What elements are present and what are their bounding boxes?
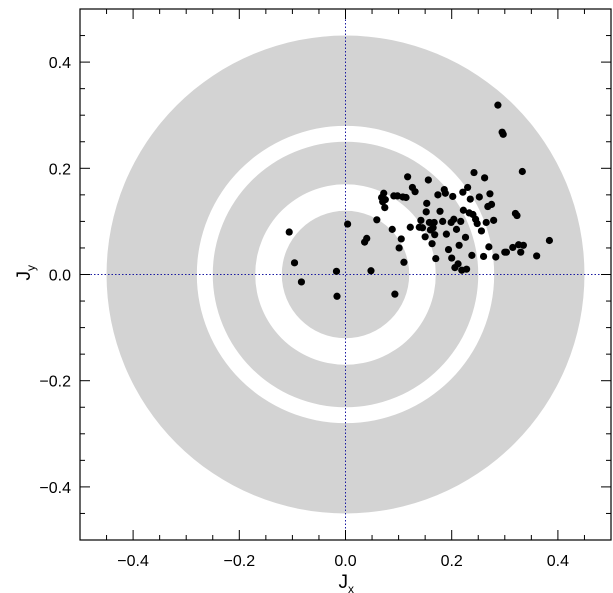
data-point [423,199,431,207]
data-point [388,225,396,233]
data-point [450,215,458,223]
data-point [490,216,498,224]
data-point [432,254,440,263]
data-point [436,207,444,215]
data-point [373,216,381,224]
x-tick-label: 0.4 [547,553,569,570]
data-point [363,234,371,242]
data-point [455,241,463,249]
data-point [417,216,425,224]
data-point [422,208,430,216]
data-point [492,253,500,261]
data-point [470,168,478,177]
data-point [442,230,450,238]
data-point [431,231,439,239]
data-point [418,224,427,232]
data-point [502,248,510,256]
x-axis-label: Jx [339,572,355,593]
data-point [381,196,389,204]
data-point [441,189,449,197]
data-point [533,252,541,260]
data-point [448,254,456,262]
data-point [494,101,502,109]
y-axis-label-subscript: y [24,265,38,271]
data-point [424,176,432,184]
y-axis-label-main: J [14,271,35,281]
data-point [487,200,496,209]
data-point [434,191,442,199]
data-point [449,192,457,201]
data-point [477,227,486,235]
data-point [367,267,375,275]
x-axis-label-main: J [339,572,349,593]
shaded-ring-2 [212,141,479,408]
data-point [459,206,467,214]
data-point [466,195,474,203]
data-point [468,251,476,259]
y-tick-label: 0.4 [49,55,71,72]
data-point [406,223,414,231]
reference-lines [80,9,611,540]
data-point [485,243,493,251]
data-point [421,233,429,241]
data-point [509,243,517,252]
y-tick-label: −0.4 [39,480,71,497]
data-point [444,245,453,254]
data-point [518,167,526,176]
data-point [452,225,461,233]
x-axis-label-subscript: x [348,582,354,593]
data-point [391,290,399,298]
data-point [430,218,438,227]
data-point [513,211,521,220]
data-point [475,193,483,201]
y-tick-label: 0.0 [49,268,71,285]
data-point [454,260,462,268]
shaded-ring-3 [281,210,410,339]
data-point [473,219,481,228]
data-point [428,240,436,248]
data-point [297,278,306,286]
data-point [462,265,471,273]
data-point [290,259,299,267]
data-point [457,217,465,225]
y-axis-label: Jy [14,265,38,281]
data-point [381,203,389,212]
x-tick-label: 0.0 [334,553,356,570]
data-point [459,188,467,196]
x-tick-label: −0.2 [224,553,256,570]
data-point [285,228,293,236]
data-point [486,190,494,198]
y-tick-label: −0.2 [39,374,71,391]
data-point [411,188,419,196]
data-point [402,193,410,202]
data-point [344,220,352,228]
x-tick-label: −0.4 [117,553,149,570]
shaded-ring-1 [106,35,585,514]
data-point [395,244,403,252]
data-point [400,258,408,266]
data-point [461,233,470,241]
data-point [481,174,489,182]
data-point [499,130,507,138]
axis-ticks [79,8,612,541]
y-tick-label: 0.2 [49,161,71,178]
data-point [464,183,472,192]
data-point [482,218,490,227]
data-point [519,241,527,249]
data-point [332,267,341,275]
shaded-rings [106,35,585,514]
data-point [380,189,388,197]
data-point [479,252,488,261]
data-points [285,101,554,300]
data-point [517,248,525,256]
data-point [404,173,412,181]
data-point [545,236,554,245]
data-point [439,217,447,225]
data-point [333,292,341,300]
data-point [397,235,405,243]
x-tick-label: 0.2 [441,553,463,570]
tick-labels: −0.4 −0.2 0.0 0.2 0.4 −0.4 −0.2 0.0 0.2 0.4 [39,55,569,570]
